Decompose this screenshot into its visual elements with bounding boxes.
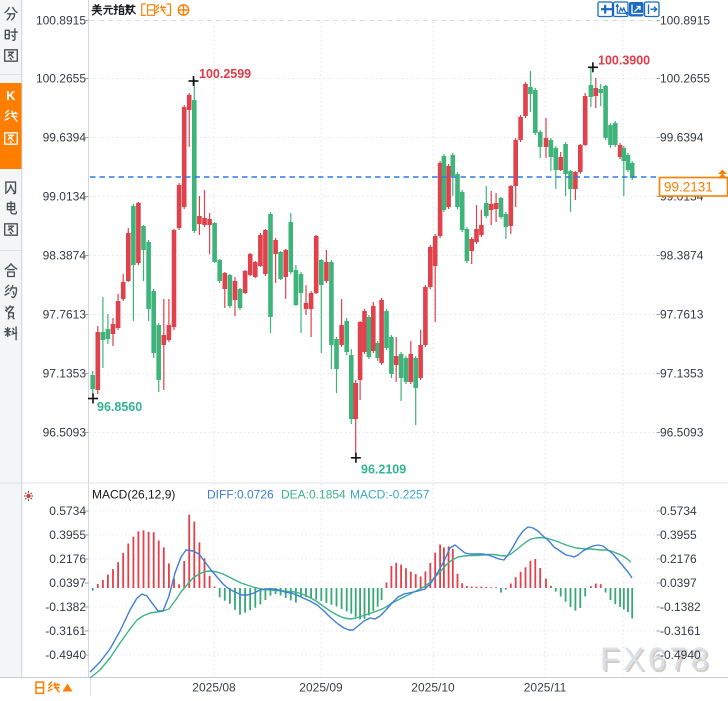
svg-text:0.0397: 0.0397 — [660, 576, 697, 590]
svg-text:DIFF:0.0726: DIFF:0.0726 — [207, 488, 274, 502]
svg-text:99.6394: 99.6394 — [660, 131, 704, 145]
svg-text:-0.1382: -0.1382 — [45, 600, 86, 614]
svg-text:K: K — [6, 88, 16, 103]
svg-text:FX678: FX678 — [600, 641, 712, 677]
svg-text:99.2131: 99.2131 — [664, 180, 713, 195]
svg-text:98.3874: 98.3874 — [660, 249, 704, 263]
svg-text:-0.1382: -0.1382 — [660, 600, 701, 614]
svg-text:100.2599: 100.2599 — [199, 67, 251, 81]
svg-text:97.7613: 97.7613 — [43, 308, 87, 322]
svg-text:96.8560: 96.8560 — [97, 400, 142, 414]
svg-text:-0.3161: -0.3161 — [45, 624, 86, 638]
svg-text:96.2109: 96.2109 — [361, 463, 406, 477]
svg-text:97.1353: 97.1353 — [43, 367, 87, 381]
svg-text:100.2655: 100.2655 — [660, 72, 710, 86]
svg-text:MACD(26,12,9): MACD(26,12,9) — [92, 488, 175, 502]
svg-text:2025/11: 2025/11 — [524, 681, 567, 695]
svg-text:0.5734: 0.5734 — [49, 504, 86, 518]
svg-text:2025/10: 2025/10 — [411, 681, 455, 695]
svg-text:-0.4940: -0.4940 — [45, 648, 86, 662]
svg-text:0.2176: 0.2176 — [49, 552, 86, 566]
svg-text:100.3900: 100.3900 — [598, 54, 650, 68]
svg-text:96.5093: 96.5093 — [43, 426, 87, 440]
svg-text:99.0134: 99.0134 — [43, 190, 87, 204]
svg-text:97.7613: 97.7613 — [660, 308, 704, 322]
svg-text:FX678: FX678 — [602, 643, 714, 679]
svg-text:100.2655: 100.2655 — [36, 72, 86, 86]
svg-text:MACD:-0.2257: MACD:-0.2257 — [350, 488, 430, 502]
svg-text:2025/08: 2025/08 — [192, 681, 236, 695]
svg-text:DEA:0.1854: DEA:0.1854 — [281, 488, 346, 502]
svg-text:100.8915: 100.8915 — [660, 14, 710, 28]
svg-text:0.0397: 0.0397 — [49, 576, 86, 590]
svg-text:96.5093: 96.5093 — [660, 426, 704, 440]
svg-text:98.3874: 98.3874 — [43, 249, 87, 263]
svg-text:100.8915: 100.8915 — [36, 14, 86, 28]
svg-text:0.3955: 0.3955 — [49, 528, 86, 542]
svg-text:2025/09: 2025/09 — [299, 681, 343, 695]
svg-text:0.2176: 0.2176 — [660, 552, 697, 566]
svg-text:-0.3161: -0.3161 — [660, 624, 701, 638]
svg-text:99.6394: 99.6394 — [43, 131, 87, 145]
svg-text:97.1353: 97.1353 — [660, 367, 704, 381]
svg-text:0.5734: 0.5734 — [660, 504, 697, 518]
svg-text:0.3955: 0.3955 — [660, 528, 697, 542]
svg-text:-0.4940: -0.4940 — [660, 648, 701, 662]
